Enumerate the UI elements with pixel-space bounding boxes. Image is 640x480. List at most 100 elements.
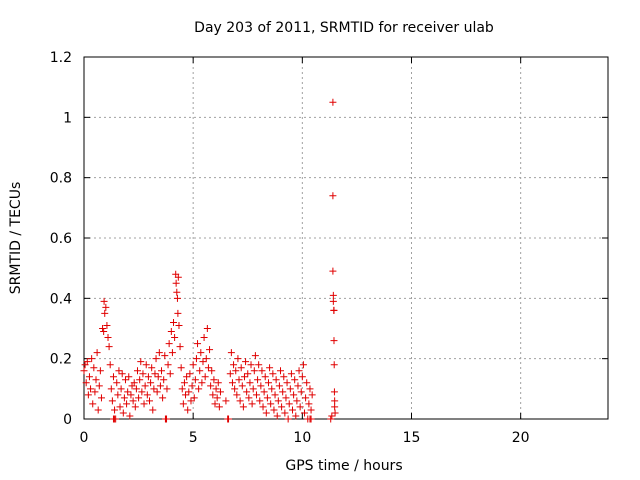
data-point [88,355,96,363]
data-point [189,361,197,369]
data-point [146,397,153,405]
data-point [113,379,121,387]
y-tick-label: 1 [63,110,72,126]
y-tick-label: 0.8 [50,171,72,187]
data-point [303,379,311,387]
data-point [175,321,183,329]
data-point [234,355,242,363]
data-point [174,309,182,317]
data-point [129,397,137,405]
data-point [183,373,191,381]
data-point [102,303,110,311]
data-point [92,376,100,384]
data-point [198,379,206,387]
data-point [163,385,171,393]
data-point [155,349,163,357]
data-point [290,391,298,399]
data-point [153,388,161,396]
data-point [268,385,276,393]
data-point [188,382,196,390]
data-point [222,397,230,405]
data-point [331,397,339,405]
data-point [291,376,299,384]
data-point [184,406,192,414]
data-point [285,400,293,408]
data-point [204,364,212,372]
data-point [306,385,314,393]
data-point [327,415,335,423]
x-tick-label: 15 [403,430,421,446]
data-point [284,415,292,423]
data-point [158,367,166,375]
data-point [294,382,302,390]
data-point [292,412,300,420]
data-point [231,385,239,393]
y-tick-label: 0 [63,412,72,428]
data-point [139,370,147,378]
data-point [307,406,315,414]
data-point [150,385,158,393]
data-point [245,394,253,402]
data-point [330,361,338,369]
data-point [173,294,181,302]
data-point [232,367,240,375]
data-point [100,297,108,305]
data-point [174,273,182,281]
data-point [191,376,199,384]
data-point [116,403,124,411]
data-point [239,403,247,411]
data-point [111,406,119,414]
data-point [161,352,169,360]
data-point [142,361,150,369]
data-point [298,373,306,381]
data-point [104,334,112,342]
data-point [271,391,279,399]
data-point [164,361,172,369]
data-point [282,394,290,402]
data-point [159,394,167,402]
data-point [138,388,146,396]
data-point [259,403,267,411]
data-point [248,400,256,408]
data-point [211,400,219,408]
data-point [151,370,159,378]
x-axis-label: GPS time / hours [285,458,402,474]
data-point [109,373,117,381]
data-point [94,406,102,414]
data-point [281,409,289,417]
data-point [203,325,211,332]
grid-lines [84,57,608,419]
data-point [227,349,235,357]
data-point [280,373,288,381]
data-point [225,415,233,423]
data-point [120,394,128,402]
data-point [118,370,126,378]
data-point [117,385,125,393]
data-point [273,412,281,420]
data-point [287,370,295,378]
data-point [252,391,260,399]
data-point [172,279,180,287]
data-point [331,403,339,411]
data-point [296,403,304,411]
data-point [249,385,257,393]
data-point [168,349,176,357]
data-point [97,394,105,402]
data-point [277,367,284,375]
data-point [135,394,143,402]
data-point [195,385,203,393]
data-point [214,379,222,387]
data-point [192,355,200,363]
data-point [247,361,255,369]
data-point [170,318,178,326]
data-point [194,340,202,348]
data-point [270,406,278,414]
data-point [210,376,218,384]
data-point [256,397,264,405]
data-point [108,397,116,405]
data-point [95,382,103,390]
data-point [197,349,205,357]
data-point [187,397,195,405]
data-point [236,397,244,405]
data-point [141,382,149,390]
